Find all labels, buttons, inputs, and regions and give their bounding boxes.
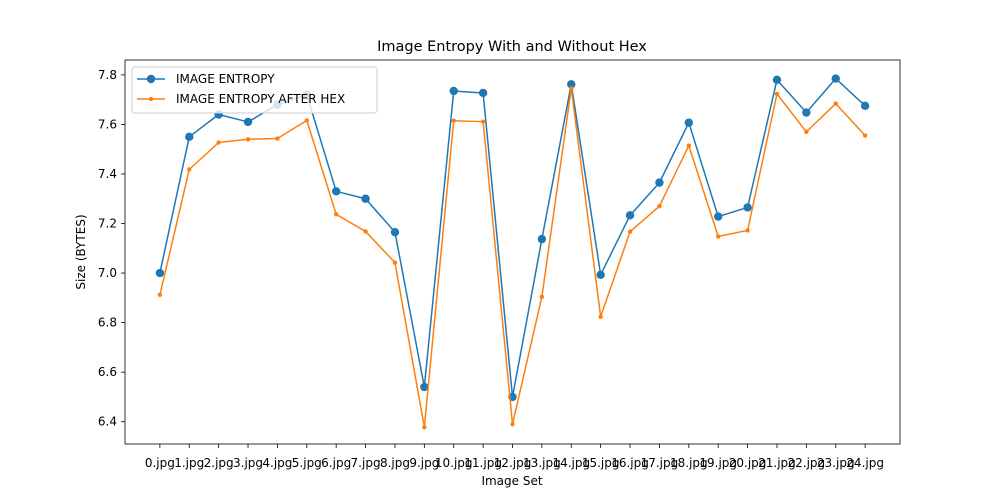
data-point [713, 212, 723, 221]
data-point [774, 91, 780, 97]
x-tick-label: 5.jpg [292, 456, 322, 470]
data-point [598, 314, 603, 319]
data-point [451, 118, 456, 123]
data-point [833, 101, 838, 106]
y-tick-label: 7.0 [98, 266, 117, 280]
data-point [363, 229, 368, 234]
data-point [567, 80, 576, 89]
x-axis-title: Image Set [481, 474, 542, 488]
data-point [655, 178, 664, 187]
data-point [684, 118, 694, 127]
legend-swatch-marker [148, 96, 154, 102]
data-point [862, 133, 868, 138]
x-tick-label: 9.jpg [409, 456, 439, 470]
x-tick-label: 13.jpg [523, 456, 561, 470]
x-axis: 0.jpg 1.jpg 2.jpg 3.jpg 4.jpg 5.jpg 6.jpg 7.jpg… [145, 444, 884, 470]
data-point [185, 132, 194, 141]
x-tick-label: 3.jpg [233, 456, 263, 470]
data-point [243, 117, 253, 127]
x-tick-label: 22.jpg [788, 456, 826, 470]
data-point [510, 421, 515, 427]
data-point [187, 167, 192, 172]
x-tick-label: 19.jpg [699, 456, 737, 470]
data-point [304, 118, 310, 123]
data-point [478, 88, 488, 98]
y-tick-label: 6.8 [98, 316, 117, 330]
data-point [627, 229, 633, 234]
data-point [860, 101, 870, 111]
y-tick-label: 7.6 [98, 117, 117, 131]
data-point [804, 129, 809, 135]
data-point [657, 203, 662, 209]
y-axis: 6.4 6.6 6.8 7.0 7.2 7.4 7.6 7.8 [98, 68, 125, 429]
data-point [331, 187, 341, 196]
data-point [422, 424, 427, 430]
x-tick-label: 11.jpg [464, 456, 502, 470]
y-tick-label: 7.2 [98, 217, 117, 231]
legend: IMAGE ENTROPY IMAGE ENTROPY AFTER HEX [131, 66, 378, 114]
legend-box [131, 66, 378, 114]
data-point [802, 108, 811, 117]
data-point [480, 119, 486, 124]
data-point [216, 140, 221, 145]
data-point [539, 294, 545, 300]
data-point [625, 211, 635, 220]
x-tick-label: 12.jpg [494, 456, 532, 470]
x-tick-label: 1.jpg [174, 456, 204, 470]
data-point [831, 74, 840, 83]
x-tick-label: 17.jpg [641, 456, 679, 470]
data-point [361, 194, 370, 203]
x-tick-label: 7.jpg [351, 456, 381, 470]
y-tick-label: 7.4 [98, 167, 117, 181]
data-point [245, 137, 251, 142]
legend-label: IMAGE ENTROPY [176, 72, 275, 86]
data-point [686, 143, 692, 148]
x-tick-label: 23.jpg [817, 456, 855, 470]
x-tick-label: 18.jpg [670, 456, 708, 470]
legend-label: IMAGE ENTROPY AFTER HEX [176, 92, 345, 106]
legend-item: IMAGE ENTROPY AFTER HEX [137, 92, 345, 106]
x-tick-label: 2.jpg [204, 456, 234, 470]
data-point [596, 270, 605, 279]
data-point [390, 227, 400, 237]
data-point [537, 234, 547, 244]
y-tick-label: 6.6 [98, 365, 117, 379]
data-point [333, 212, 339, 217]
chart-title: Image Entropy With and Without Hex [377, 39, 647, 55]
x-tick-label: 8.jpg [380, 456, 410, 470]
data-point [157, 292, 163, 298]
data-point [392, 260, 398, 265]
data-point [743, 203, 752, 212]
x-tick-label: 24.jpg [846, 456, 884, 470]
data-point [449, 86, 458, 96]
y-tick-label: 7.8 [98, 68, 117, 82]
x-tick-label: 20.jpg [729, 456, 767, 470]
x-tick-label: 14.jpg [552, 456, 590, 470]
x-tick-label: 16.jpg [611, 456, 649, 470]
legend-swatch-marker [146, 74, 156, 84]
data-point [569, 86, 574, 91]
x-tick-label: 6.jpg [321, 456, 351, 470]
legend-item: IMAGE ENTROPY [137, 72, 275, 86]
y-axis-title: Size (BYTES) [74, 214, 88, 289]
x-tick-label: 0.jpg [145, 456, 175, 470]
x-tick-label: 21.jpg [758, 456, 796, 470]
x-tick-label: 4.jpg [262, 456, 292, 470]
data-point [155, 268, 165, 278]
data-point [772, 75, 782, 85]
series-image-entropy-after-hex [157, 86, 868, 430]
data-point [745, 228, 750, 233]
data-point [715, 234, 721, 239]
data-point [275, 136, 280, 141]
x-tick-label: 15.jpg [582, 456, 620, 470]
x-tick-label: 10.jpg [435, 456, 473, 470]
y-tick-label: 6.4 [98, 415, 117, 429]
data-point [420, 382, 429, 392]
